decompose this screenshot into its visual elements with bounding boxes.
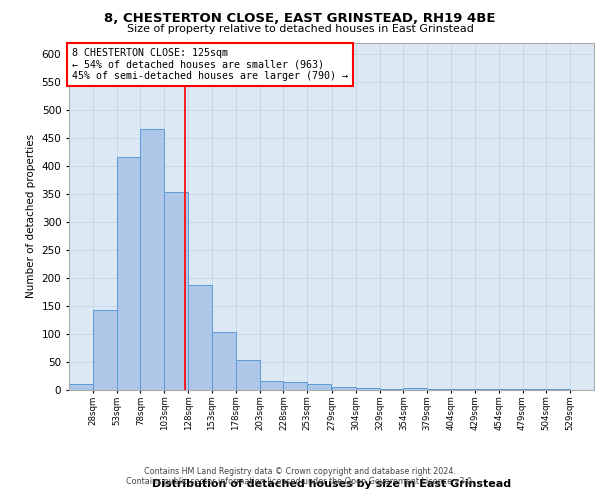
Bar — [427, 389, 451, 390]
Bar — [164, 192, 188, 390]
Bar — [140, 130, 164, 390]
Bar — [93, 310, 116, 390]
Text: Size of property relative to detached houses in East Grinstead: Size of property relative to detached ho… — [127, 24, 473, 34]
X-axis label: Distribution of detached houses by size in East Grinstead: Distribution of detached houses by size … — [152, 479, 511, 489]
Text: 8 CHESTERTON CLOSE: 125sqm
← 54% of detached houses are smaller (963)
45% of sem: 8 CHESTERTON CLOSE: 125sqm ← 54% of deta… — [71, 48, 347, 81]
Bar — [260, 381, 283, 390]
Bar — [188, 285, 212, 390]
Bar — [283, 382, 307, 390]
Bar — [332, 387, 356, 390]
Bar — [403, 388, 427, 390]
Y-axis label: Number of detached properties: Number of detached properties — [26, 134, 36, 298]
Bar — [69, 384, 93, 390]
Text: 8, CHESTERTON CLOSE, EAST GRINSTEAD, RH19 4BE: 8, CHESTERTON CLOSE, EAST GRINSTEAD, RH1… — [104, 12, 496, 26]
Text: Contains public sector information licensed under the Open Government Licence v3: Contains public sector information licen… — [126, 477, 474, 486]
Bar — [356, 388, 380, 390]
Text: Contains HM Land Registry data © Crown copyright and database right 2024.: Contains HM Land Registry data © Crown c… — [144, 467, 456, 476]
Bar — [212, 332, 236, 390]
Bar — [116, 158, 140, 390]
Bar — [236, 360, 260, 390]
Bar — [307, 384, 331, 390]
